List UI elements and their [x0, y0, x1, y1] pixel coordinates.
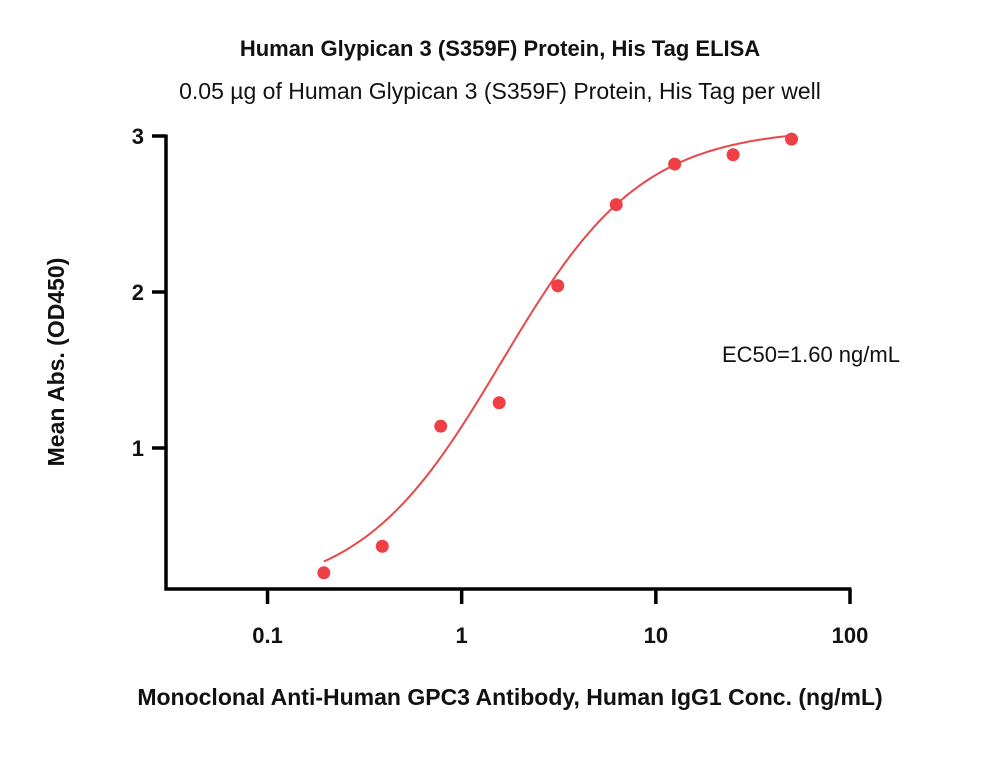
- fit-curve-layer: [323, 134, 792, 563]
- data-points: [317, 132, 799, 580]
- data-point: [609, 198, 623, 212]
- x-tick-label: 10: [644, 623, 668, 648]
- y-axis-label: Mean Abs. (OD450): [43, 258, 69, 467]
- axes: 1 2 3 0.1 1 10 100: [132, 124, 869, 648]
- chart-title: Human Glypican 3 (S359F) Protein, His Ta…: [240, 36, 760, 61]
- data-point: [375, 539, 389, 553]
- data-point: [785, 132, 799, 146]
- data-point: [434, 419, 448, 433]
- data-point: [317, 566, 331, 580]
- x-tick-label: 100: [832, 623, 869, 648]
- chart-subtitle: 0.05 µg of Human Glypican 3 (S359F) Prot…: [179, 78, 821, 104]
- x-tick-label: 1: [456, 623, 468, 648]
- y-tick-label: 1: [132, 436, 144, 461]
- ec50-annotation: EC50=1.60 ng/mL: [722, 342, 900, 367]
- x-axis-label: Monoclonal Anti-Human GPC3 Antibody, Hum…: [137, 684, 882, 710]
- data-point: [551, 279, 565, 293]
- x-tick-label: 0.1: [252, 623, 283, 648]
- fit-curve: [323, 134, 792, 563]
- y-tick-label: 2: [132, 280, 144, 305]
- y-tick-label: 3: [132, 124, 144, 149]
- data-point: [492, 396, 506, 410]
- data-point: [726, 148, 740, 162]
- data-point: [668, 157, 682, 171]
